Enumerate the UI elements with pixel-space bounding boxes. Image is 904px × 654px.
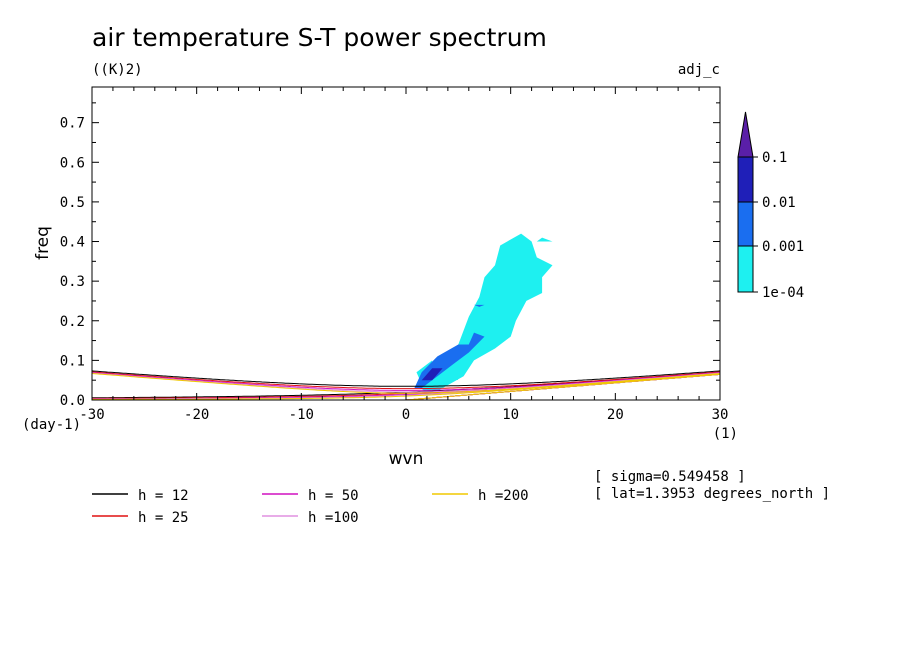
colorbar-label: 1e-04 [762,285,804,301]
x-axis-label: wvn [389,449,424,469]
contour-region [437,364,459,381]
axis-ticks: -30 -20 -10 0 10 20 30 0.0 0.1 0.2 0.3 0.4 0.5 0.6 0.7 [60,87,729,423]
y-tick-label: 0.5 [60,195,85,211]
y-tick-label: 0.6 [60,155,85,171]
colorbar-label: 0.001 [762,239,804,255]
y-tick-label: 0.2 [60,314,85,330]
colorbar-label: 0.01 [762,195,796,211]
colorbar-box [737,245,754,293]
colorbar: 0.1 0.01 0.001 1e-04 [737,111,804,301]
x-tick-label: -10 [289,407,314,423]
colorbar-box [737,156,754,203]
chart-units: ((K)2) [92,62,143,78]
y-unit-label: (day-1) [22,417,81,433]
y-tick-label: 0.7 [60,116,85,132]
y-tick-label: 0.3 [60,274,85,290]
y-tick-label: 0.4 [60,235,85,251]
y-axis-label: freq [33,226,53,260]
x-tick-label: 30 [712,407,729,423]
legend-label: h =200 [478,488,529,504]
legend-label: h = 50 [308,488,359,504]
x-tick-label: -20 [184,407,209,423]
colorbar-arrow [737,111,754,158]
y-tick-label: 0.1 [60,353,85,369]
dispersion-curve [92,370,720,387]
colorbar-box [737,201,754,248]
dataset-label: adj_c [678,62,720,78]
contour-region [474,304,485,307]
legend-label: h = 25 [138,510,189,526]
x-unit-label: (1) [713,426,738,442]
legend: h = 12 h = 25 h = 50 h =100 h =200 [92,488,529,526]
sigma-info: [ sigma=0.549458 ] [594,469,746,485]
contour-region [421,368,443,381]
plot-frame [91,86,721,401]
contour-region [536,237,553,242]
chart-title: air temperature S-T power spectrum [92,23,547,52]
dispersion-curve [92,371,720,390]
x-tick-label: -30 [79,407,104,423]
contour-layer [414,233,553,396]
colorbar-label: 0.1 [762,150,787,166]
legend-label: h =100 [308,510,359,526]
legend-label: h = 12 [138,488,189,504]
x-tick-label: 20 [607,407,624,423]
x-tick-label: 10 [502,407,519,423]
dispersion-curve [92,372,720,391]
dispersion-curve [405,373,720,400]
x-tick-label: 0 [402,407,410,423]
lat-info: [ lat=1.3953 degrees_north ] [594,486,830,502]
y-tick-label: 0.0 [60,393,85,409]
